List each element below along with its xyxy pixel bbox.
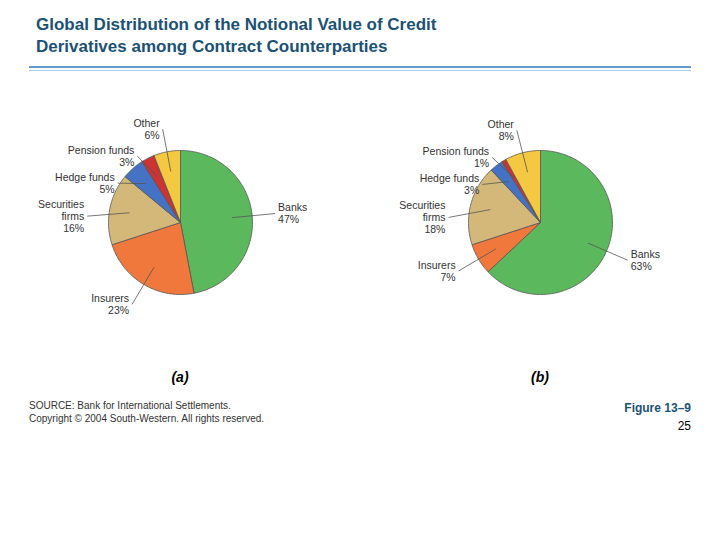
- html-text:(a): (a): [171, 369, 189, 386]
- svg-text:Other6%: Other6%: [133, 117, 160, 141]
- html-text:25: 25: [677, 419, 691, 434]
- html-text:Figure 13–9: Figure 13–9: [624, 401, 691, 416]
- svg-text:Pension funds1%: Pension funds1%: [423, 145, 490, 169]
- svg-text:Securitiesfirms18%: Securitiesfirms18%: [399, 199, 445, 235]
- html-text:SOURCE: Bank for International: SOURCE: Bank for International Settlemen…: [29, 400, 265, 425]
- html-text:(b): (b): [531, 369, 549, 386]
- svg-text:Insurers23%: Insurers23%: [91, 292, 129, 316]
- svg-text:Hedge funds3%: Hedge funds3%: [420, 172, 480, 196]
- svg-text:Insurers7%: Insurers7%: [418, 259, 456, 283]
- svg-text:Other8%: Other8%: [488, 118, 515, 142]
- svg-text:Banks63%: Banks63%: [631, 248, 660, 272]
- svg-text:Securitiesfirms16%: Securitiesfirms16%: [38, 198, 84, 234]
- svg-text:Pension funds3%: Pension funds3%: [68, 144, 135, 168]
- svg-text:Hedge funds5%: Hedge funds5%: [55, 171, 115, 195]
- svg-text:Banks47%: Banks47%: [278, 202, 307, 226]
- html-text:Global Distribution of the Not: Global Distribution of the Notional Valu…: [36, 15, 437, 57]
